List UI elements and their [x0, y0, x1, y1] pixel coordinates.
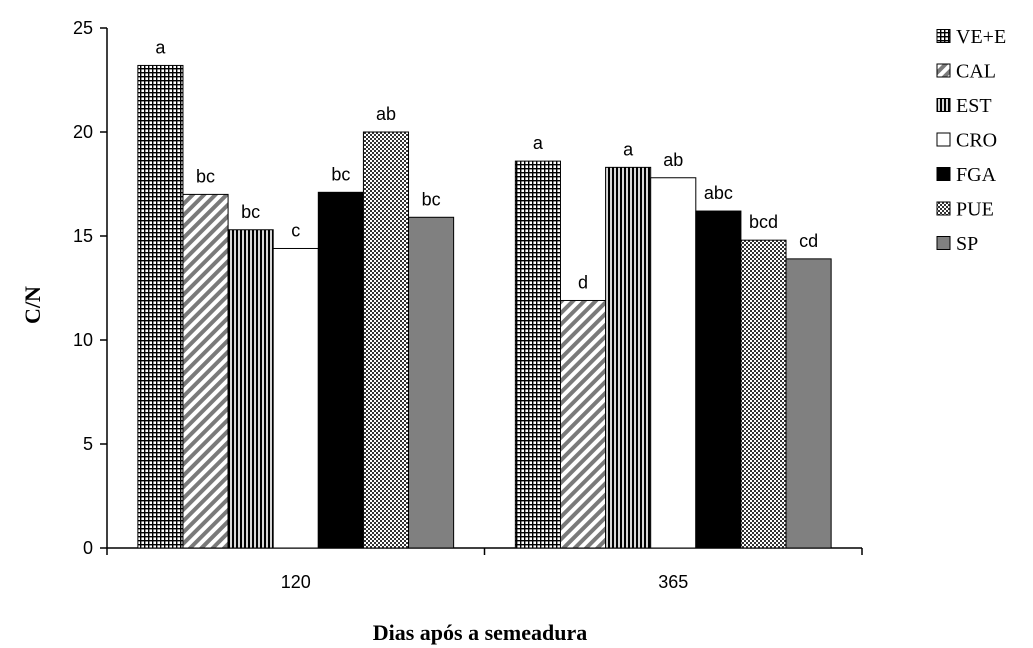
bar-significance-label: ab	[376, 104, 396, 124]
bar-significance-label: bc	[422, 189, 441, 209]
legend-swatch	[936, 201, 951, 216]
bar-significance-label: bc	[196, 166, 215, 186]
bar-significance-label: c	[291, 220, 300, 240]
y-tick-label: 10	[73, 330, 93, 350]
bar-pue-120	[362, 131, 410, 549]
y-tick-label: 0	[83, 538, 93, 558]
legend-label: FGA	[956, 164, 997, 186]
y-axis-title: C/N	[20, 286, 45, 324]
bar-cal-120	[182, 193, 229, 549]
y-tick-label: 5	[83, 434, 93, 454]
x-tick-label: 120	[281, 572, 311, 592]
bar-ve-e-365	[514, 160, 561, 549]
bar-significance-label: bc	[331, 164, 350, 184]
legend-swatch	[936, 98, 951, 112]
legend-label: PUE	[956, 199, 994, 221]
legend-swatch	[936, 132, 951, 147]
legend-label: SP	[956, 233, 978, 255]
bar-cal-365	[559, 299, 607, 549]
legend-label: VE+E	[956, 26, 1006, 48]
bar-cro-365	[650, 177, 697, 549]
legend-label: CRO	[956, 130, 997, 152]
bar-sp-120	[408, 216, 455, 549]
bar-significance-label: d	[578, 272, 588, 292]
bar-significance-label: bcd	[749, 212, 778, 232]
bar-est-120	[227, 229, 274, 549]
legend-label: EST	[956, 95, 992, 117]
legend-swatch	[936, 63, 951, 78]
bar-fga-120	[317, 191, 364, 549]
bar-significance-label: ab	[663, 150, 683, 170]
bar-ve-e-120	[137, 64, 184, 549]
bar-significance-label: cd	[799, 231, 818, 251]
bar-pue-365	[740, 239, 787, 549]
y-tick-label: 25	[73, 18, 93, 38]
bar-significance-label: abc	[704, 183, 733, 203]
legend-swatch	[936, 29, 951, 43]
bar-significance-label: a	[533, 133, 544, 153]
x-tick-label: 365	[658, 572, 688, 592]
bar-significance-label: a	[155, 37, 166, 57]
bar-sp-365	[785, 258, 832, 549]
bar-cro-120	[272, 247, 319, 549]
legend: VE+E CAL EST CRO FGA PUE SP	[936, 26, 1006, 255]
y-tick-label: 15	[73, 226, 93, 246]
bar-fga-365	[695, 210, 742, 549]
legend-label: CAL	[956, 61, 996, 83]
bar-significance-label: a	[623, 139, 634, 159]
bar-est-365	[605, 166, 652, 549]
legend-swatch	[936, 236, 951, 250]
x-axis-title: Dias após a semeadura	[373, 620, 588, 645]
bar-significance-label: bc	[241, 202, 260, 222]
y-tick-label: 20	[73, 122, 93, 142]
legend-swatch	[936, 167, 951, 181]
